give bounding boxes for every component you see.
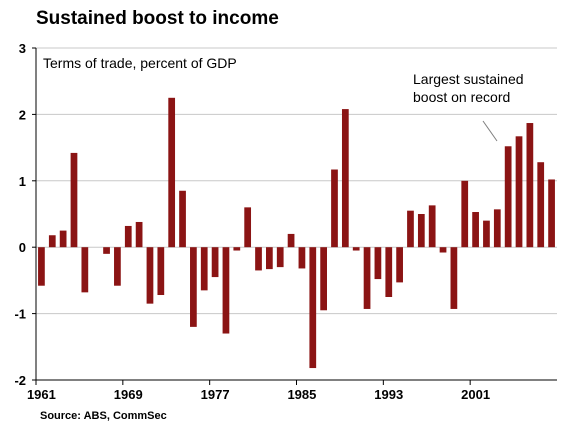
bar-1983 [276, 247, 284, 268]
bar-1984 [287, 233, 295, 248]
y-tick-label: 0 [19, 240, 26, 255]
annotation-line-2: boost on record [413, 89, 510, 105]
bar-1976 [200, 247, 208, 291]
x-tick-label: 1961 [27, 387, 56, 402]
bar-1982 [266, 247, 273, 270]
bar-1972 [157, 247, 165, 296]
bar-1992 [374, 247, 382, 280]
bar-1990 [352, 247, 360, 251]
x-tick-label: 1977 [201, 387, 230, 402]
bar-1996 [417, 214, 425, 248]
bar-1967 [103, 247, 110, 254]
chart-subtitle: Terms of trade, percent of GDP [43, 55, 237, 71]
y-tick-label: 3 [19, 41, 26, 56]
bar-1970 [135, 221, 143, 248]
source-note: Source: ABS, CommSec [40, 410, 167, 422]
x-tick-label: 1969 [114, 387, 143, 402]
y-tick-label: -1 [14, 307, 26, 322]
x-tick-label: 1985 [287, 387, 316, 402]
bar-1973 [168, 97, 176, 248]
bar-1977 [211, 247, 219, 278]
bar-1995 [407, 210, 414, 248]
bar-2002 [483, 220, 490, 248]
bar-1962 [48, 235, 56, 248]
annotation-line-1: Largest sustained [413, 71, 524, 87]
bar-1961 [38, 247, 45, 286]
bar-1980 [244, 207, 252, 248]
bar-1979 [233, 247, 241, 251]
bar-1981 [255, 247, 262, 271]
bar-2003 [493, 209, 501, 248]
bar-1993 [385, 247, 393, 297]
bar-2005 [515, 136, 523, 248]
annotation-pointer [482, 120, 498, 142]
bar-1986 [309, 247, 317, 369]
chart-title: Sustained boost to income [36, 8, 279, 29]
bar-1968 [114, 247, 121, 286]
bar-1971 [146, 247, 154, 304]
bar-1969 [124, 225, 132, 248]
bar-2006 [526, 123, 534, 248]
y-tick-label: 2 [19, 107, 26, 122]
bar-1998 [439, 247, 447, 253]
bar-1999 [450, 247, 458, 309]
bar-2007 [537, 162, 545, 248]
bar-2001 [472, 212, 479, 248]
x-tick-label: 2001 [461, 387, 490, 402]
bar-1997 [428, 205, 436, 248]
bar-1985 [298, 247, 306, 269]
bar-1963 [59, 230, 67, 248]
bar-1978 [222, 247, 230, 334]
y-tick-label: -2 [14, 373, 26, 388]
bar-1991 [363, 247, 371, 309]
bar-1974 [179, 190, 186, 248]
y-tick-label: 1 [19, 174, 26, 189]
x-tick-label: 1993 [374, 387, 403, 402]
bar-2004 [504, 146, 512, 248]
bar-1989 [341, 109, 349, 248]
bar-2000 [461, 180, 469, 248]
bar-1965 [81, 247, 89, 293]
bar-2008 [548, 179, 555, 248]
bar-1987 [320, 247, 327, 311]
bar-1994 [396, 247, 403, 283]
bar-1975 [190, 247, 197, 327]
bar-1988 [331, 169, 338, 248]
bar-1964 [70, 152, 78, 248]
